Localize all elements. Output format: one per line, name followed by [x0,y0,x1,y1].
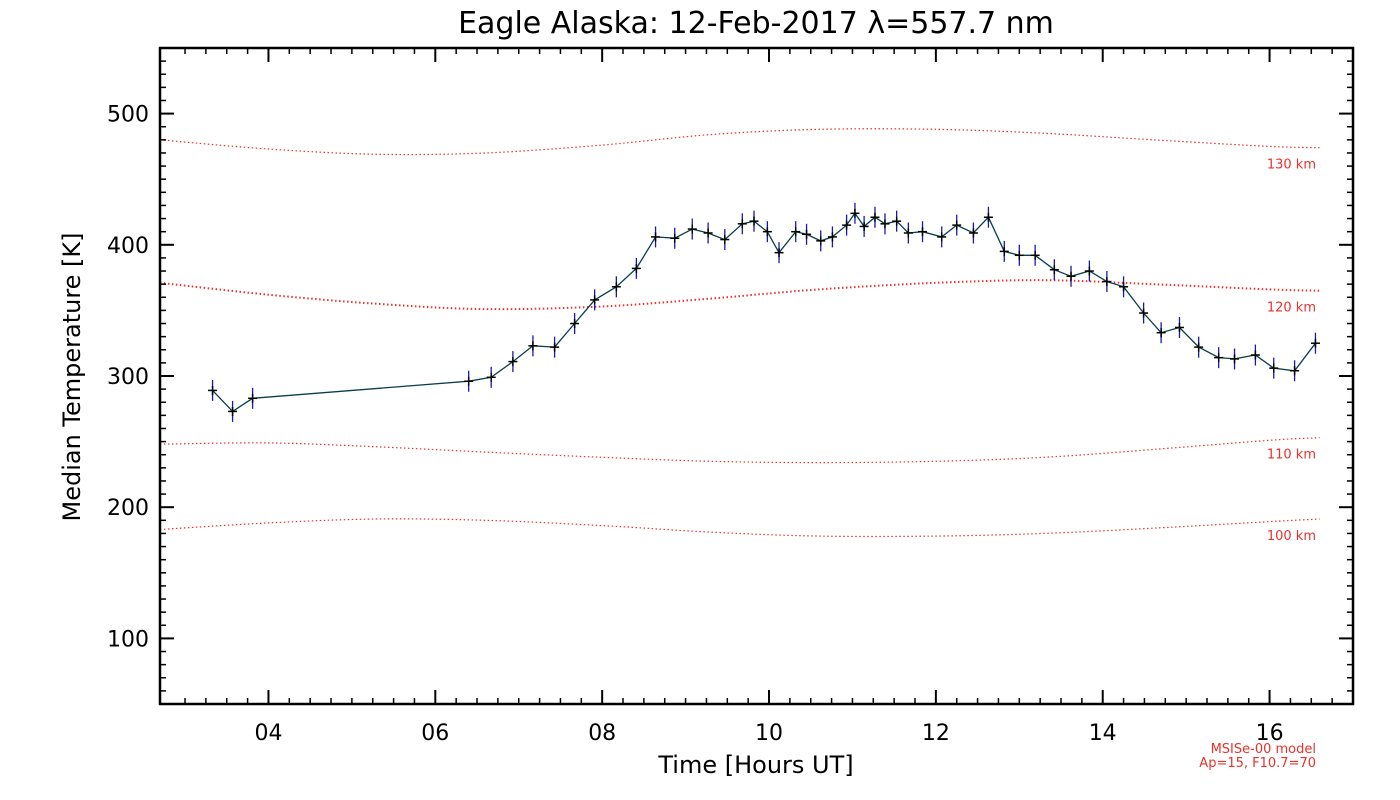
data-point [1310,332,1320,354]
data-point [749,210,759,232]
y-tick-label: 100 [107,627,149,652]
model-curve-label-110-km: 110 km [1267,448,1316,463]
data-point [651,226,661,248]
data-point [1084,260,1094,282]
data-point [1014,244,1024,266]
data-point [1290,360,1300,382]
data-point [937,226,947,248]
x-tick-label: 16 [1256,721,1284,746]
data-point [1156,322,1166,344]
data-point [983,206,993,228]
series-line [212,212,1317,413]
model-curve-130-km [159,128,1320,156]
data-point [1139,302,1149,324]
data-series [208,202,1320,422]
data-point [880,213,890,235]
data-point [952,214,962,236]
y-axis-label: Median Temperature [K] [58,232,86,521]
data-point [570,313,580,335]
x-tick-label: 10 [755,721,783,746]
model-note-line2: Ap=15, F10.7=70 [1199,756,1316,771]
data-point [999,240,1009,262]
y-tick-label: 500 [107,103,149,128]
model-curve-120-km [159,279,1320,311]
y-tick-label: 300 [107,365,149,390]
data-point [508,351,518,373]
data-point [1174,316,1184,338]
model-note-line1: MSISe-00 model [1211,742,1316,757]
y-tick-labels: 100 200 300 400 500 [107,103,149,653]
data-point [802,223,812,245]
data-point [1230,348,1240,370]
chart-title: Eagle Alaska: 12-Feb-2017 λ=557.7 nm [458,6,1054,41]
data-point [737,213,747,235]
data-point [550,336,560,358]
data-point [774,242,784,264]
data-point [228,400,238,422]
data-point [687,218,697,240]
x-tick-label: 14 [1089,721,1117,746]
data-point [1250,344,1260,366]
data-point [464,370,474,392]
data-point [870,206,880,228]
x-axis-label: Time [Hours UT] [657,751,853,779]
data-point [670,227,680,249]
data-point [1030,244,1040,266]
data-point [631,257,641,279]
data-point [1049,259,1059,281]
data-point [720,229,730,251]
model-curve-label-120-km: 120 km [1267,301,1316,316]
data-point [791,221,801,243]
data-point [1119,276,1129,298]
data-point [903,222,913,244]
data-point [1269,357,1279,379]
data-point [248,387,258,409]
data-point [762,221,772,243]
data-point [703,222,713,244]
data-point [842,214,852,236]
axis-ticks [160,47,1354,705]
data-point [528,335,538,357]
model-curve-label-100-km: 100 km [1267,529,1316,544]
model-curve-110-km [159,437,1320,464]
data-point [968,222,978,244]
x-tick-label: 12 [922,721,950,746]
data-point [486,366,496,388]
x-tick-label: 06 [421,721,449,746]
model-curve-label-130-km: 130 km [1267,158,1316,173]
x-tick-labels: 04 06 08 10 12 14 16 [255,721,1284,746]
data-point [859,215,869,237]
data-point [918,221,928,243]
data-point [1214,347,1224,369]
data-point [611,276,621,298]
data-point [850,202,860,224]
plot-frame [158,46,1355,706]
y-tick-label: 400 [107,234,149,259]
data-point [1066,265,1076,287]
model-curves: 130 km 120 km 110 km 100 km [159,128,1320,544]
data-point [208,379,218,401]
model-curve-100-km [159,518,1320,538]
x-tick-label: 04 [255,721,283,746]
y-tick-label: 200 [107,496,149,521]
data-point [892,210,902,232]
data-point [827,226,837,248]
data-point [816,230,826,252]
data-point [1102,271,1112,293]
x-tick-label: 08 [588,721,616,746]
data-point [590,289,600,311]
data-point [1194,336,1204,358]
